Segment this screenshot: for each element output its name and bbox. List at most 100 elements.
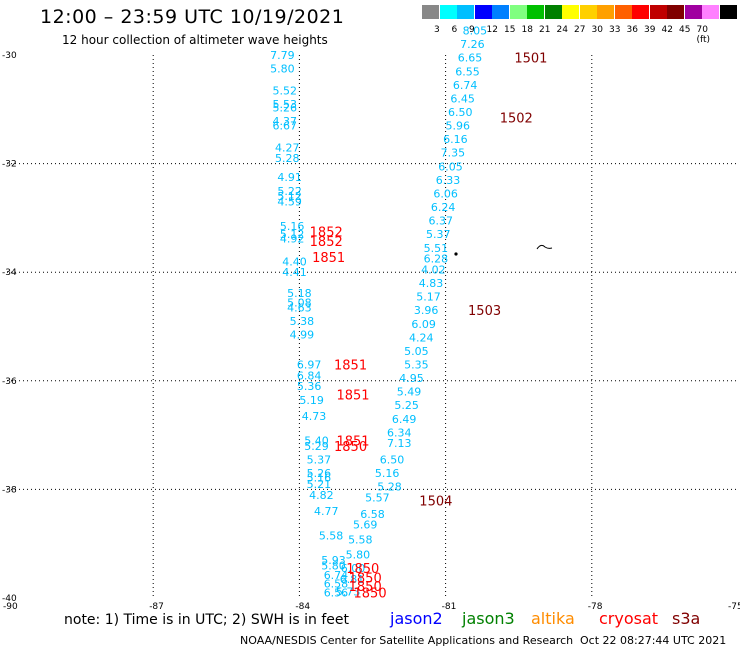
lat-tick-label: -30 (2, 51, 17, 61)
wave-height-value: 6.05 (438, 160, 463, 173)
wave-height-value: 7.26 (460, 38, 485, 51)
wave-height-value: 5.80 (321, 559, 346, 572)
legend-swatch (527, 5, 544, 19)
pass-time-label: 1850 (346, 562, 379, 577)
wave-height-value: 6.34 (387, 426, 412, 439)
wave-height-value: 5.51 (424, 242, 449, 255)
wave-height-value: 5.17 (416, 291, 441, 304)
legend-swatch (719, 5, 737, 19)
wave-height-value: 5.16 (280, 220, 305, 233)
legend-swatch (474, 5, 492, 19)
island-shape (536, 244, 553, 250)
legend-label: 21 (539, 25, 551, 35)
wave-height-value: 5.26 (307, 467, 332, 480)
wave-height-value: 6.56 (324, 587, 349, 600)
wave-height-value: 5.08 (287, 297, 312, 310)
wave-height-value: 4.40 (282, 255, 307, 268)
wave-height-value: 5.53 (273, 98, 298, 111)
wave-height-value: 5.57 (365, 492, 390, 505)
wave-height-value: 5.38 (290, 315, 315, 328)
pass-time-label: 1504 (419, 494, 452, 509)
legend-label: 12 (486, 25, 498, 35)
pass-time-label: 1852 (310, 225, 343, 240)
pass-time-label: 1851 (336, 388, 369, 403)
wave-height-value: 5.36 (297, 380, 322, 393)
wave-height-value: 4.02 (421, 263, 446, 276)
wave-height-value: 6.24 (431, 201, 456, 214)
wave-height-value: 4.92 (280, 233, 305, 246)
wave-height-value: 7.79 (270, 49, 295, 62)
wave-height-value: 6.74 (453, 79, 478, 92)
legend-label: 6 (451, 25, 458, 35)
legend-swatch (562, 5, 579, 19)
wave-height-value: 5.05 (404, 345, 429, 358)
pass-time-label: 1851 (312, 251, 345, 266)
wave-height-value: 6.84 (297, 369, 322, 382)
wave-height-value: 6.58 (360, 508, 385, 521)
legend-swatch (632, 5, 649, 19)
legend-swatch (439, 5, 457, 19)
pass-time-label: 1851 (336, 435, 369, 450)
wave-height-value: 5.12 (277, 190, 302, 203)
wave-height-value: 5.49 (397, 386, 422, 399)
legend-label: 24 (556, 25, 568, 35)
lon-tick-label: -81 (442, 602, 457, 612)
wave-height-value: 5.25 (394, 399, 419, 412)
legend-swatch (649, 5, 667, 19)
pass-time-label: 1852 (310, 235, 343, 250)
wave-height-value: 6.09 (411, 318, 436, 331)
wave-height-value: 4.91 (277, 171, 302, 184)
wave-height-value: 5.37 (307, 454, 332, 467)
legend-label: 42 (661, 25, 673, 35)
wave-height-value: 5.80 (270, 63, 295, 76)
wave-height-value: 5.12 (280, 228, 305, 241)
wave-height-value: 6.33 (436, 174, 461, 187)
lon-tick-label: -78 (588, 602, 603, 612)
legend-swatch (597, 5, 614, 19)
wave-height-value: 5.21 (307, 478, 332, 491)
legend-label: 27 (574, 25, 586, 35)
wave-height-value: 4.63 (287, 301, 312, 314)
wave-height-value: 6.55 (455, 65, 480, 78)
pass-time-label: 1503 (468, 304, 501, 319)
pass-time-label: 1850 (349, 571, 382, 586)
wave-height-value: 7.35 (441, 147, 466, 160)
wave-height-value: 4.99 (290, 329, 315, 342)
pass-time-label: 1501 (514, 52, 547, 67)
legend-swatch (684, 5, 702, 19)
wave-height-value: 5.96 (446, 120, 471, 133)
legend-swatch (667, 5, 684, 19)
wave-height-value: 3.96 (414, 304, 439, 317)
credit-footer: NOAA/NESDIS Center for Satellite Applica… (240, 634, 574, 647)
lat-tick-label: -40 (2, 594, 17, 604)
wave-height-value: 6.58 (324, 577, 349, 590)
legend-swatch (457, 5, 474, 19)
wave-height-value: 5.35 (404, 359, 429, 372)
wave-height-value: 5.29 (304, 440, 329, 453)
legend-label: 9 (469, 25, 475, 35)
wave-height-value: 8.05 (463, 25, 488, 38)
wave-height-value: 6.49 (392, 413, 417, 426)
wave-height-value: 6.00 (341, 562, 366, 575)
page-subtitle: 12 hour collection of altimeter wave hei… (62, 33, 328, 47)
wave-height-value: 6.37 (428, 215, 453, 228)
satellite-legend-s3a: s3a (672, 609, 701, 628)
legend-swatch (579, 5, 597, 19)
wave-height-value: 5.16 (375, 467, 400, 480)
legend-swatch (702, 5, 719, 19)
wave-height-value: 6.45 (450, 92, 475, 105)
legend-label: 33 (609, 25, 621, 35)
legend-label: 70 (ft) (696, 25, 711, 45)
satellite-legend-cryosat: cryosat (599, 609, 659, 628)
wave-height-value: 5.37 (426, 228, 451, 241)
satellite-legend-altika: altika (531, 609, 575, 628)
legend-label: 18 (521, 25, 533, 35)
wave-height-value: 5.16 (307, 471, 332, 484)
wave-height-value: 5.22 (277, 185, 302, 198)
wave-height-value: 5.80 (346, 549, 371, 562)
legend-swatch (544, 5, 562, 19)
pass-time-label: 1502 (500, 111, 533, 126)
wave-height-value: 6.50 (448, 106, 473, 119)
wave-height-value: 4.41 (282, 266, 307, 279)
